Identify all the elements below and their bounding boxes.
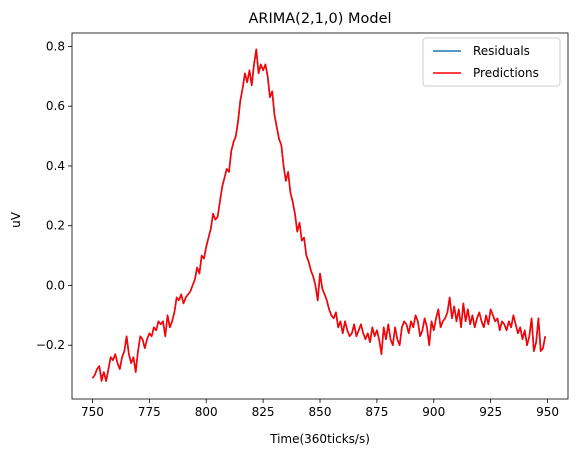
y-tick-label: 0.8: [46, 39, 65, 53]
x-tick-label: 900: [422, 405, 445, 419]
legend-label: Predictions: [473, 66, 539, 80]
x-tick-label: 750: [81, 405, 104, 419]
y-axis-label: uV: [9, 211, 23, 228]
x-tick-label: 925: [479, 405, 502, 419]
y-tick-label: −0.2: [36, 338, 65, 352]
y-tick-label: 0.6: [46, 99, 65, 113]
x-tick-label: 875: [365, 405, 388, 419]
legend: Residuals Predictions: [422, 37, 561, 87]
x-tick-label: 775: [138, 405, 161, 419]
y-tick-label: 0.2: [46, 219, 65, 233]
x-tick-label: 800: [195, 405, 218, 419]
legend-label: Residuals: [473, 44, 530, 58]
x-tick-label: 825: [252, 405, 275, 419]
legend-box: [422, 37, 561, 87]
y-tick-label: 0.4: [46, 159, 65, 173]
x-axis-label: Time(360ticks/s): [269, 432, 370, 446]
y-tick-label: 0.0: [46, 278, 65, 292]
chart-title: ARIMA(2,1,0) Model: [248, 11, 391, 27]
plot-area: 750 775 800 825 850 875 900 925 950 −0.2 0.0 0.2 0.4…: [36, 32, 569, 419]
x-tick-label: 850: [309, 405, 332, 419]
x-tick-label: 950: [536, 405, 559, 419]
series-line-1: [91, 48, 547, 382]
